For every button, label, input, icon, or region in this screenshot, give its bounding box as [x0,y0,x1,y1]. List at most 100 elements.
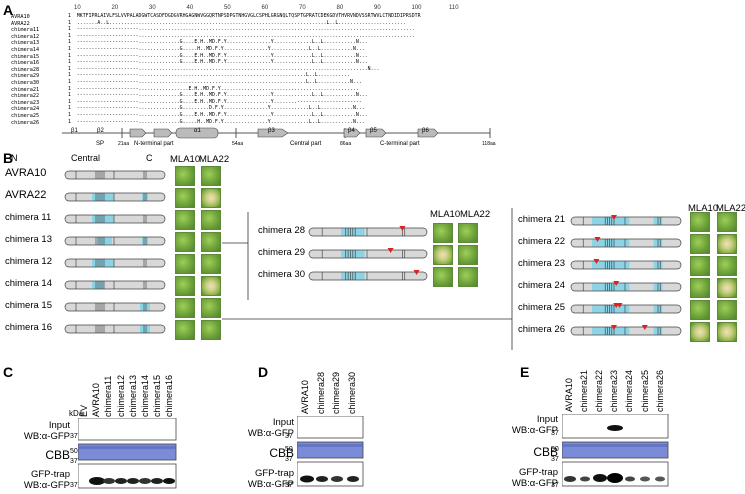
seq-line: 1 ---------------------..............G..… [68,99,362,105]
lane-label: chimera12 [115,374,126,417]
seq-name: chimera16 [11,60,40,67]
leaf-tile [175,276,195,296]
seq-line: 1 ---------------------..............G..… [68,93,368,99]
construct-name: chimera 25 [518,302,565,313]
seq-name: AVRA22 [11,20,30,27]
panel-e-mw37: 37 [551,430,559,437]
ruler-tick-label: 90 [374,5,381,11]
alignment-ruler: 10 20 30 40 50 60 70 80 90 100 110 [68,5,488,15]
seq-line: 1 ---------------------..............G..… [68,113,368,118]
panel-e-wb-label-2: WB:α-GFP [511,478,558,489]
lane-label: chimera14 [140,374,150,417]
panel-c-wb-label-2: WB:α-GFP [23,480,70,491]
panel-d-label: D [258,364,269,380]
col-mla22-g3: MLA22 [716,203,745,214]
seq-line: 1 ---------------------..............G..… [68,60,368,66]
leaf-tile [201,232,221,252]
construct-name: chimera 16 [5,322,52,333]
construct-bar [308,248,428,259]
panel-c-cbb-label: CBB [45,448,70,462]
seq-line: 1 ---------------------..............G..… [68,40,368,46]
struct-beta5: β5 [370,128,377,134]
col-mla22-g2: MLA22 [460,209,491,220]
panel-e-mw37c: 37 [551,482,559,489]
leaf-tile [717,256,737,276]
leaf-tile [717,278,737,298]
construct-name: AVRA22 [5,189,47,201]
ruler-tick-label: 10 [74,5,81,11]
construct-bar [64,192,166,202]
label-118aa: 118aa [482,141,496,147]
panel-b-connectors [222,208,513,350]
leaf-tile [433,245,453,265]
panel-b-label: B [3,150,14,166]
construct-bar [308,270,428,281]
leaf-tile [201,298,221,318]
panel-c-blots [78,418,177,489]
construct-bar [570,259,682,270]
construct-bar [570,325,682,336]
panel-c-kda: kDa [69,409,84,418]
construct-name: AVRA10 [5,167,47,179]
panel-c-wb-label-1: WB:α-GFP [23,431,70,442]
seq-line: 1 MKTFIPRLAIVLFSLVVPALADGWTCASDFDGDGVRHG… [68,14,421,19]
panel-c-input-label: Input [48,420,70,431]
panel-c-mw50: 50 [70,448,78,455]
leaf-tile [175,232,195,252]
leaf-tile [201,276,221,296]
panel-d-wb-label-1: WB:α-GFP [247,428,294,439]
lane-label: AVRA10 [564,378,574,412]
seq-line: 1 ---------------------..............G..… [68,53,368,59]
construct-bar [64,258,166,268]
seq-name: chimera13 [11,40,40,47]
leaf-tile [175,188,195,208]
seq-line: 1 ---------------------.................… [68,66,380,72]
panel-d-mw37: 37 [285,433,293,440]
panel-e-input-label: Input [536,414,558,425]
ruler-tick-label: 80 [336,5,344,11]
leaf-tile [175,320,195,340]
lane-label: chimera28 [315,371,326,414]
struct-beta1: β1 [71,128,78,134]
leaf-tile [175,210,195,230]
ruler-tick-label: 30 [149,5,156,11]
seq-line: 1 ---------------------..............G..… [68,119,365,125]
seq-name: chimera24 [11,106,40,113]
panel-d-blots [297,416,364,487]
leaf-tile [690,322,710,342]
leaf-tile [690,256,710,276]
lane-label: chimera23 [609,369,620,412]
construct-name: chimera 29 [258,247,305,258]
leaf-tile [175,298,195,318]
panel-d-mw50: 50 [285,446,293,453]
panel-d-mw37c: 37 [285,482,293,489]
label-21aa: 21aa [118,141,130,147]
ruler-tick-label: 70 [299,5,306,11]
leaf-tile [690,234,710,254]
leaf-tile [201,166,221,186]
construct-name: chimera 28 [258,225,305,236]
leaf-tile [175,254,195,274]
seq-name: chimera30 [11,80,40,86]
panel-a-label: A [3,2,14,18]
leaf-tile [717,234,737,254]
sequence-alignment: AVRA10 1 MKTFIPRLAIVLFSLVVPALADGWTCASDFDG… [0,14,745,126]
panel-d-mw37b: 37 [285,456,293,463]
panel-e-mw50: 50 [551,446,559,453]
construct-name: chimera 15 [5,300,52,311]
leaf-tile [201,210,221,230]
lane-label: chimera15 [152,374,163,417]
label-central: Central part [290,141,322,147]
construct-name: chimera 24 [518,280,565,291]
lane-label: chimera21 [579,369,590,412]
panel-c-mw37: 37 [70,433,78,440]
panel-d-cbb-label: CBB [269,446,294,460]
construct-name: chimera 30 [258,269,305,280]
panel-e-label: E [520,364,530,380]
label-86aa: 86aa [340,141,352,147]
construct-name: chimera 14 [5,278,52,289]
label-n-terminal: N-terminal part [134,141,174,147]
construct-name: chimera 22 [518,236,565,247]
panel-d-gfptrap-label: GFP-trap [254,468,294,479]
seq-name: chimera15 [11,53,40,60]
